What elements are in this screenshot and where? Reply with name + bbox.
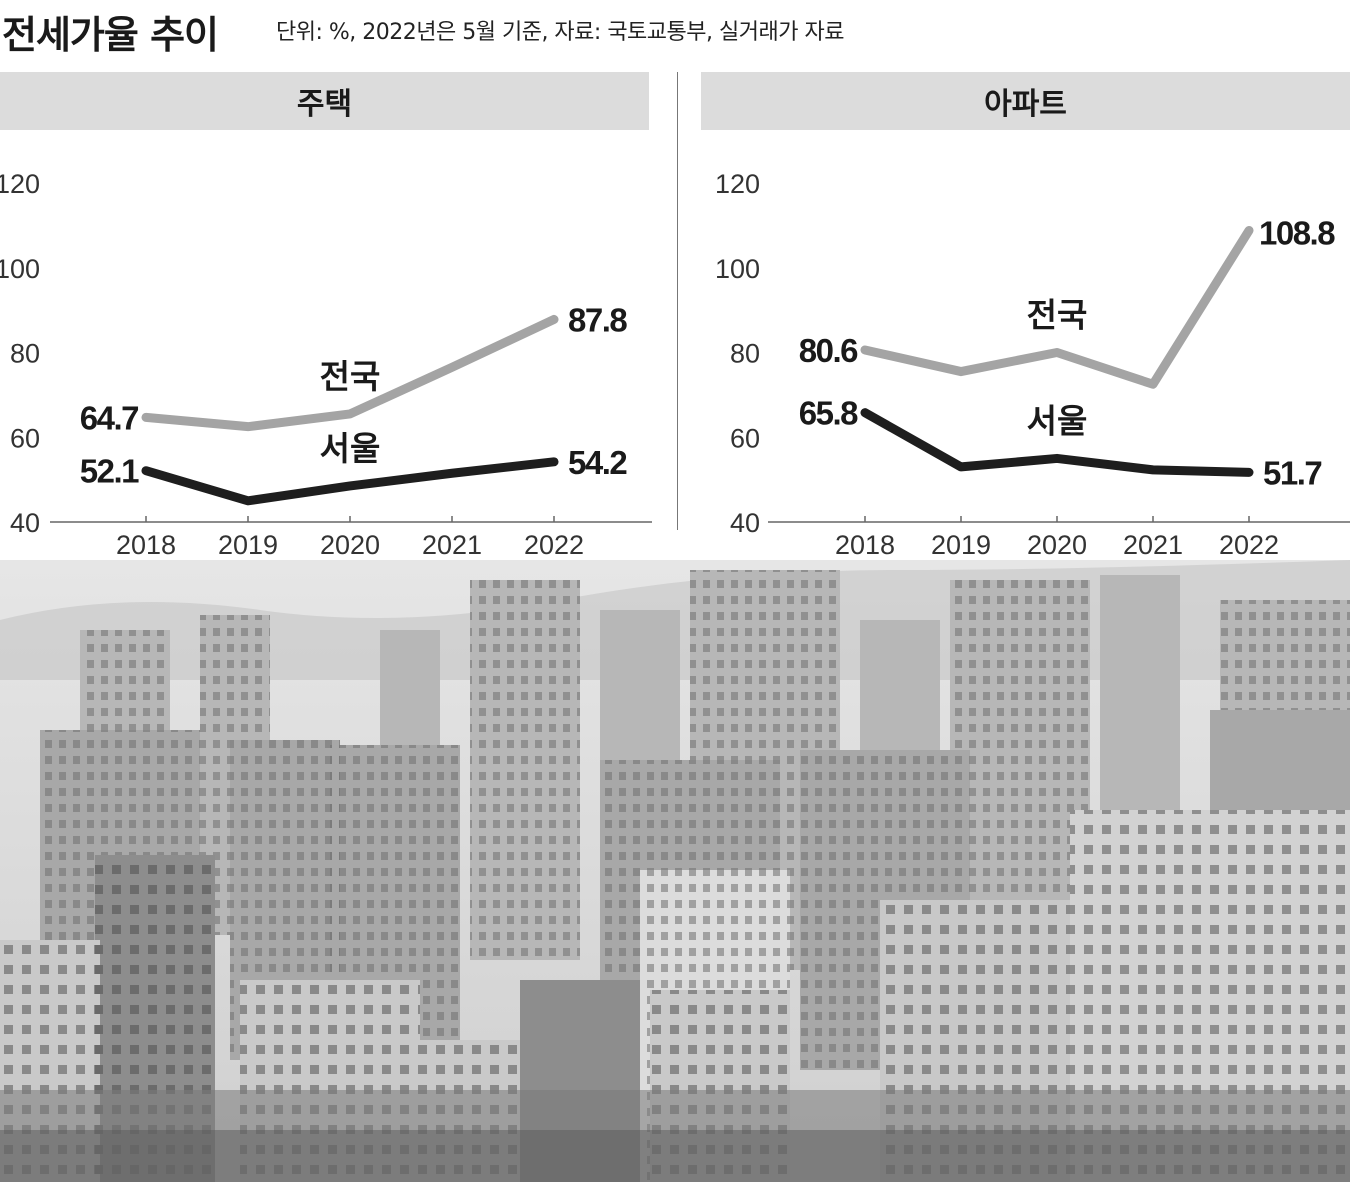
x-tick-label: 2021 xyxy=(422,530,482,560)
panel-divider xyxy=(677,72,678,530)
data-value-label: 80.6 xyxy=(799,332,858,369)
y-tick-label: 120 xyxy=(715,169,760,199)
series-line-seoul xyxy=(141,457,559,506)
x-tick-label: 2022 xyxy=(524,530,584,560)
x-tick-label: 2019 xyxy=(218,530,278,560)
series-name-national: 전국 xyxy=(320,357,381,396)
series-line-national xyxy=(860,225,1254,389)
y-tick-label: 100 xyxy=(0,254,40,284)
x-tick-label: 2022 xyxy=(1219,530,1279,560)
y-tick-label: 120 xyxy=(0,169,40,199)
y-tick-label: 40 xyxy=(730,508,760,538)
panel-header-housing: 주택 xyxy=(0,72,649,130)
title-row: 전세가율 추이 단위: %, 2022년은 5월 기준, 자료: 국토교통부, … xyxy=(0,0,1350,57)
x-tick-label: 2020 xyxy=(1027,530,1087,560)
x-tick-label: 2018 xyxy=(835,530,895,560)
chart-main-title: 전세가율 추이 xyxy=(2,13,219,57)
data-value-label: 108.8 xyxy=(1259,214,1335,251)
y-tick-label: 80 xyxy=(10,339,40,369)
x-tick-label: 2021 xyxy=(1123,530,1183,560)
y-tick-label: 40 xyxy=(10,508,40,538)
series-line-national xyxy=(141,314,559,432)
apartment-city-photo xyxy=(0,560,1350,1182)
panel-header-apartment: 아파트 xyxy=(701,72,1350,130)
y-tick-label: 60 xyxy=(10,423,40,453)
data-value-label: 87.8 xyxy=(568,301,627,338)
series-line-seoul xyxy=(860,408,1254,477)
x-tick-label: 2018 xyxy=(116,530,176,560)
data-value-label: 51.7 xyxy=(1263,454,1321,491)
chart-subtitle: 단위: %, 2022년은 5월 기준, 자료: 국토교통부, 실거래가 자료 xyxy=(276,20,844,45)
data-value-label: 54.2 xyxy=(568,444,627,481)
y-tick-label: 100 xyxy=(715,254,760,284)
data-value-label: 52.1 xyxy=(80,453,139,490)
series-name-national: 전국 xyxy=(1027,296,1088,335)
y-tick-label: 80 xyxy=(730,339,760,369)
series-name-seoul: 서울 xyxy=(1027,401,1088,440)
y-tick-label: 60 xyxy=(730,423,760,453)
line-charts: 40 60 80 100 120 2018 2019 2020 2021 2022 64.7 87.8… xyxy=(0,169,1350,560)
x-tick-label: 2019 xyxy=(931,530,991,560)
series-name-seoul: 서울 xyxy=(320,429,381,468)
data-value-label: 65.8 xyxy=(799,395,858,432)
x-tick-label: 2020 xyxy=(320,530,380,560)
data-value-label: 64.7 xyxy=(80,399,138,436)
